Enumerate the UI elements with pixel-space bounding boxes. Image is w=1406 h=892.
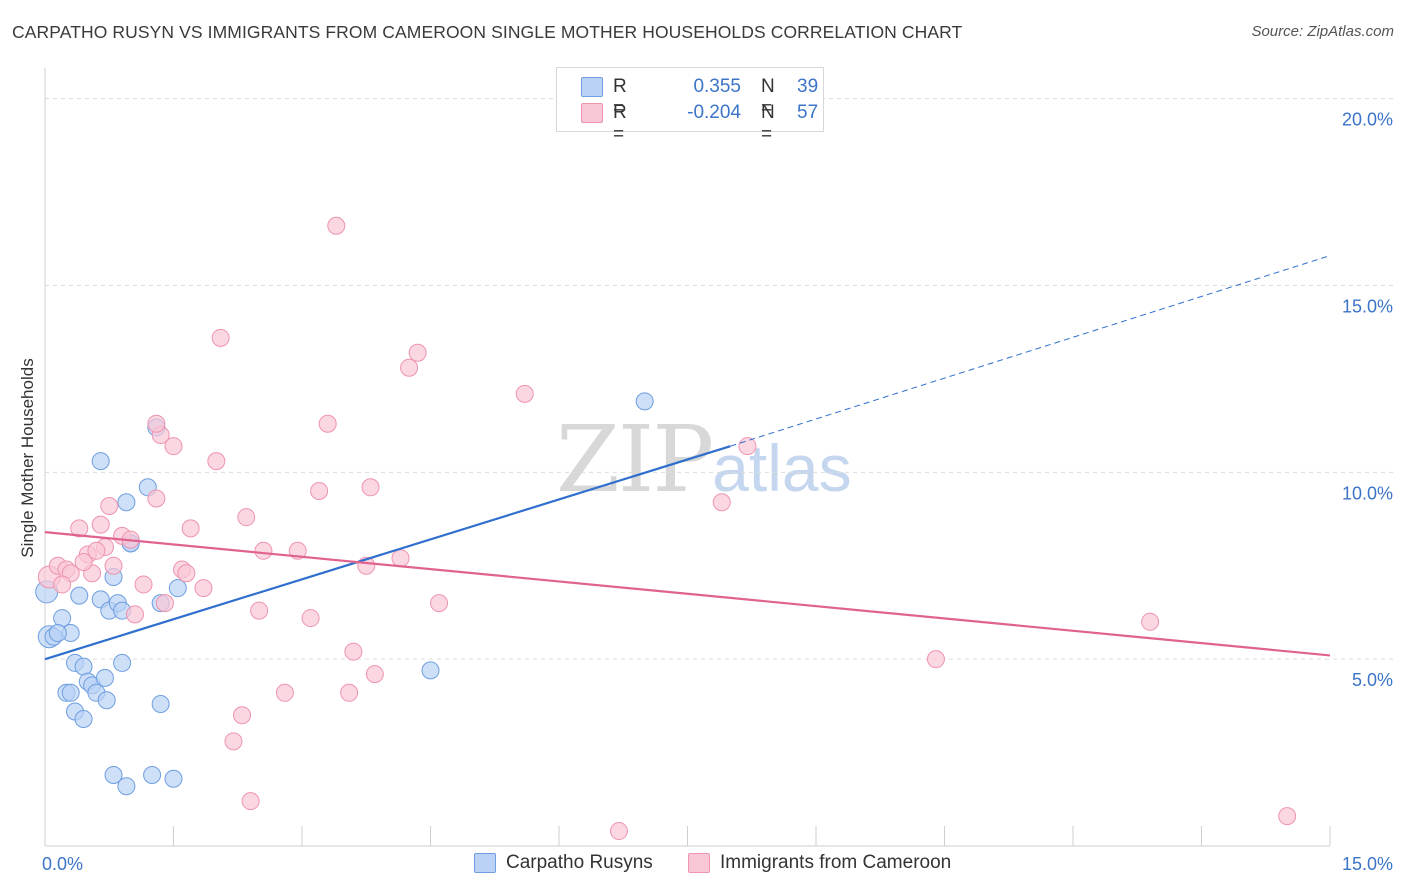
bottom-legend-label-rusyns: Carpatho Rusyns (506, 852, 653, 873)
cameroon-point (310, 482, 329, 501)
cameroon-point (100, 496, 119, 515)
rusyn-point (117, 777, 136, 796)
cameroon-point (155, 594, 174, 613)
cameroon-point (224, 732, 243, 751)
cameroon-point (164, 437, 183, 456)
y-tick-label: 5.0% (1352, 670, 1393, 690)
bottom-legend-label-cameroon: Immigrants from Cameroon (720, 852, 952, 873)
cameroon-point (926, 650, 945, 669)
rusyn-point (104, 766, 123, 785)
cameroon-point (609, 822, 628, 841)
legend-n-value: 57 (797, 102, 819, 123)
rusyn-point (53, 609, 72, 628)
rusyn-trendline (44, 445, 731, 661)
cameroon-point (365, 665, 384, 684)
y-tick-label: 20.0% (1342, 110, 1393, 130)
cameroon-point (211, 328, 230, 347)
rusyn-point (74, 709, 93, 728)
bottom-legend-swatch-cameroon (688, 853, 710, 873)
cameroon-point (147, 414, 166, 433)
cameroon-point (275, 683, 294, 702)
cameroon-point (391, 549, 410, 568)
cameroon-point (70, 519, 89, 538)
cameroon-point (125, 605, 144, 624)
y-axis-label: Single Mother Households (18, 358, 37, 558)
legend-r-label: R = (613, 102, 627, 145)
y-tick-label: 10.0% (1342, 483, 1393, 503)
correlation-legend: R = 0.355 N = 39 R = -0.204 N = 57 (556, 67, 824, 145)
rusyn-point (151, 695, 170, 714)
cameroon-point (1141, 612, 1160, 631)
rusyn-point (143, 766, 162, 785)
cameroon-trendline (44, 531, 1331, 657)
rusyn-trendline-extension (730, 255, 1331, 447)
rusyn-point (48, 624, 67, 643)
rusyn-point (70, 586, 89, 605)
x-tick-label: 0.0% (42, 854, 83, 874)
chart-title: CARPATHO RUSYN VS IMMIGRANTS FROM CAMERO… (12, 22, 963, 42)
rusyn-point (113, 653, 132, 672)
cameroon-point (327, 216, 346, 235)
legend-swatch-rusyns (581, 77, 603, 97)
cameroon-point (104, 556, 123, 575)
cameroon-point (237, 508, 256, 527)
y-tick-label: 15.0% (1342, 297, 1393, 317)
cameroon-point (147, 489, 166, 508)
cameroon-point (712, 493, 731, 512)
cameroon-point (301, 609, 320, 628)
cameroon-point (408, 343, 427, 362)
cameroon-point (515, 384, 534, 403)
cameroon-point (738, 437, 757, 456)
cameroon-point (91, 515, 110, 534)
rusyn-point (164, 769, 183, 788)
cameroon-point (207, 452, 226, 471)
legend-r-value: -0.204 (687, 102, 741, 123)
cameroon-point (254, 541, 273, 560)
cameroon-point (194, 579, 213, 598)
bottom-legend-swatch-rusyns (474, 853, 496, 873)
rusyn-point (97, 691, 116, 710)
chart-source: Source: ZipAtlas.com (1251, 23, 1394, 40)
rusyn-point (95, 668, 114, 687)
rusyn-point (117, 493, 136, 512)
watermark-atlas: atlas (712, 431, 852, 505)
cameroon-point (340, 683, 359, 702)
cameroon-point (177, 564, 196, 583)
rusyn-point (91, 452, 110, 471)
cameroon-point (250, 601, 269, 620)
x-tick-label: 15.0% (1342, 854, 1393, 874)
cameroon-point (53, 575, 72, 594)
legend-n-label: N = (761, 102, 775, 145)
cameroon-point (400, 358, 419, 377)
watermark: ZIPatlas (556, 406, 852, 513)
rusyn-point (421, 661, 440, 680)
cameroon-point (74, 553, 93, 572)
cameroon-point (241, 792, 260, 811)
cameroon-point (430, 594, 449, 613)
legend-swatch-cameroon (581, 103, 603, 123)
cameroon-point (87, 541, 106, 560)
legend-n-value: 39 (797, 76, 819, 97)
rusyn-point (635, 392, 654, 411)
legend-r-label: R = (613, 76, 627, 119)
cameroon-point (134, 575, 153, 594)
legend-r-value: 0.355 (693, 76, 741, 97)
cameroon-point (318, 414, 337, 433)
cameroon-point (233, 706, 252, 725)
cameroon-point (181, 519, 200, 538)
rusyn-point (168, 579, 187, 598)
rusyn-point (61, 683, 80, 702)
cameroon-point (361, 478, 380, 497)
legend-n-label: N = (761, 76, 775, 119)
cameroon-point (1278, 807, 1297, 826)
rusyn-point (74, 657, 93, 676)
cameroon-point (344, 642, 363, 661)
